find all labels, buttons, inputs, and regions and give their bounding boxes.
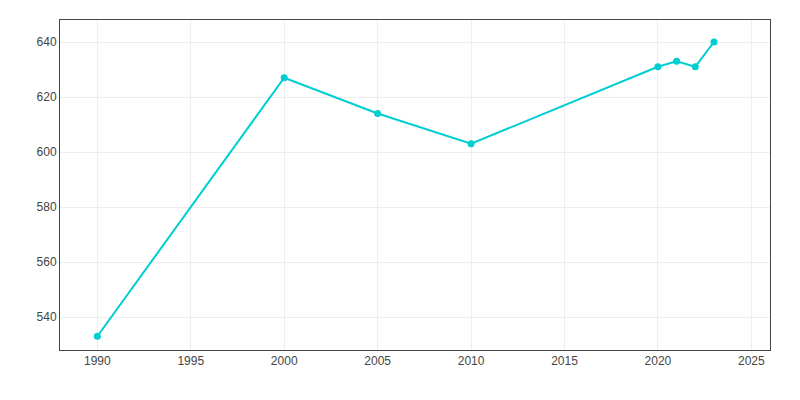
svg-text:580: 580	[37, 200, 57, 214]
svg-text:2015: 2015	[551, 354, 578, 368]
svg-text:1990: 1990	[84, 354, 111, 368]
svg-text:2025: 2025	[738, 354, 765, 368]
svg-text:2010: 2010	[458, 354, 485, 368]
svg-text:2005: 2005	[364, 354, 391, 368]
svg-text:600: 600	[37, 145, 57, 159]
svg-text:1995: 1995	[177, 354, 204, 368]
svg-text:540: 540	[37, 310, 57, 324]
svg-text:620: 620	[37, 90, 57, 104]
svg-text:560: 560	[37, 255, 57, 269]
svg-text:2020: 2020	[645, 354, 672, 368]
svg-text:640: 640	[37, 35, 57, 49]
svg-text:2000: 2000	[271, 354, 298, 368]
